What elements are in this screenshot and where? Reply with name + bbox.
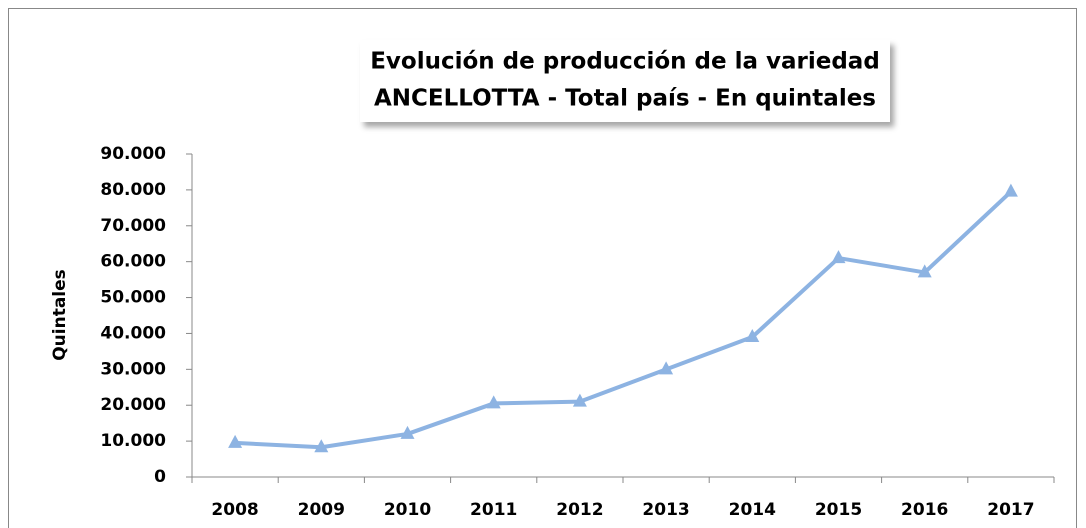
- data-point: [314, 439, 329, 453]
- y-tick-label: 40.000: [100, 323, 166, 343]
- y-tick-label: 50.000: [100, 288, 166, 308]
- data-point: [228, 434, 243, 448]
- x-tick-label: 2014: [729, 500, 776, 520]
- y-tick-label: 30.000: [100, 359, 166, 379]
- y-tick-label: 20.000: [100, 395, 166, 415]
- x-tick-label: 2013: [642, 500, 689, 520]
- title-box: [360, 40, 890, 122]
- data-point: [917, 264, 932, 278]
- y-tick-label: 60.000: [100, 252, 166, 272]
- x-tick-label: 2009: [298, 500, 345, 520]
- x-tick-label: 2008: [211, 500, 258, 520]
- data-point: [831, 250, 846, 264]
- data-point: [659, 361, 674, 375]
- data-line: [235, 190, 1013, 450]
- y-tick-label: 0: [154, 467, 166, 487]
- x-tick-label: 2016: [901, 500, 948, 520]
- y-axis-label: Quintales: [50, 269, 70, 361]
- data-point: [1003, 183, 1018, 197]
- y-tick-label: 10.000: [100, 431, 166, 451]
- data-point: [745, 329, 760, 343]
- chart-title: ANCELLOTTA - Total país - En quintales: [374, 86, 876, 112]
- x-tick-label: 2012: [556, 500, 603, 520]
- x-tick-label: 2015: [815, 500, 862, 520]
- y-tick-label: 90.000: [100, 144, 166, 164]
- data-point: [572, 393, 587, 407]
- y-tick-label: 80.000: [100, 180, 166, 200]
- data-point: [400, 425, 415, 439]
- y-tick-label: 70.000: [100, 216, 166, 236]
- x-tick-label: 2017: [987, 500, 1034, 520]
- x-tick-label: 2011: [470, 500, 517, 520]
- chart-title: Evolución de producción de la variedad: [370, 49, 880, 75]
- x-tick-label: 2010: [384, 500, 431, 520]
- data-point: [486, 395, 501, 409]
